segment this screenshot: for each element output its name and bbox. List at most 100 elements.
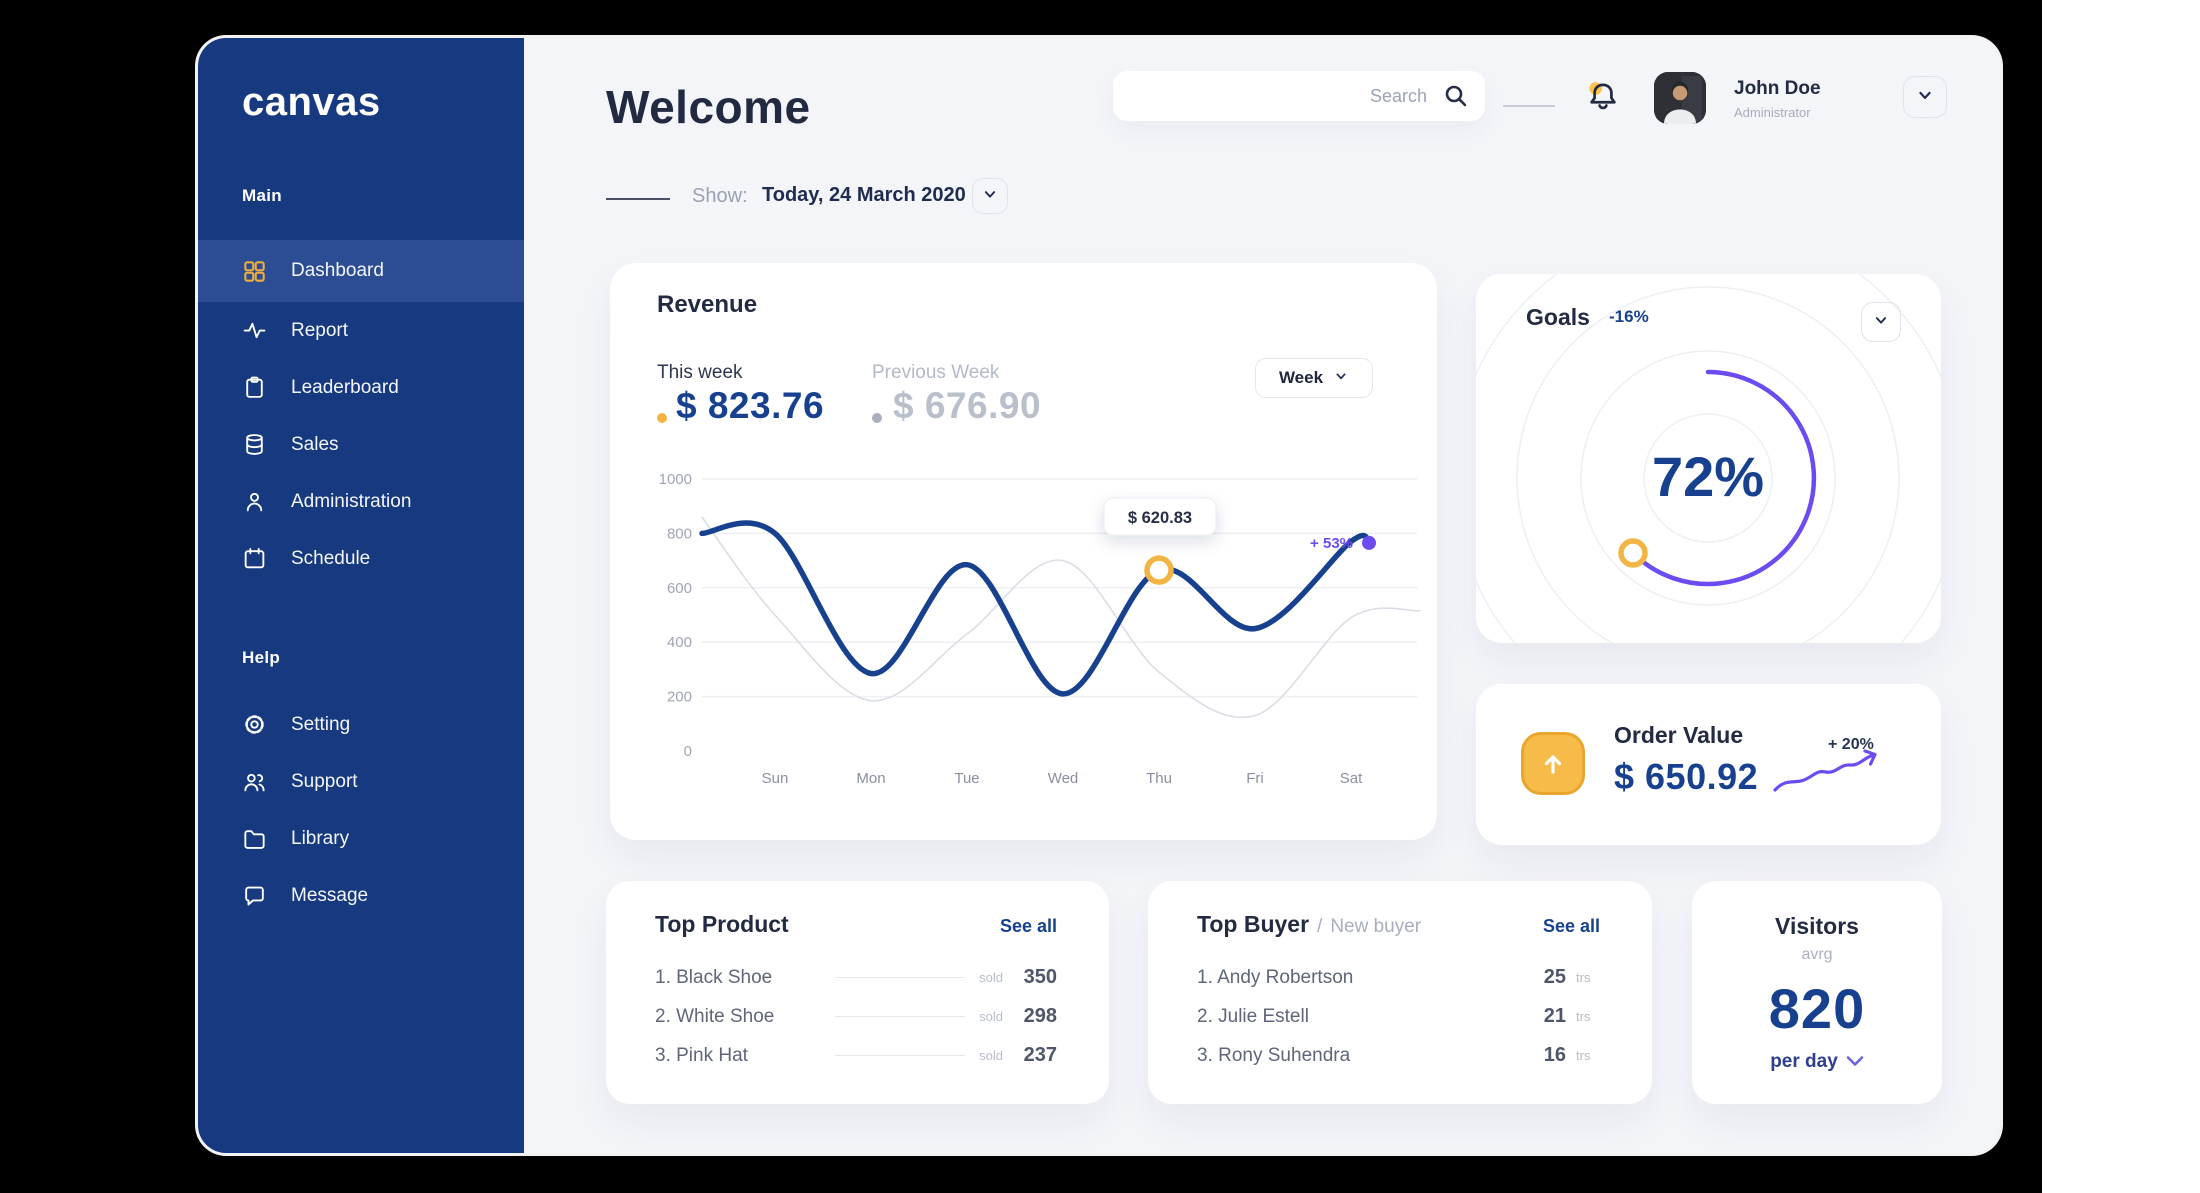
product-name: 2. White Shoe: [655, 1005, 775, 1027]
logo-text: canvas: [242, 80, 381, 124]
goals-dropdown-button[interactable]: [1861, 302, 1901, 342]
sidebar-item-library[interactable]: Library: [198, 810, 524, 867]
top-buyer-subtitle: New buyer: [1330, 916, 1422, 937]
revenue-chart[interactable]: 0 200 400 600 800 1000 Sun Mon Tue Wed Thu Fri Sat $ …: [640, 463, 1422, 793]
goals-card: Goals -16% 72%: [1476, 274, 1941, 643]
top-buyer-see-all-link[interactable]: See all: [1542, 916, 1600, 936]
top-product-see-all-link[interactable]: See all: [999, 916, 1057, 936]
period-select[interactable]: Week: [1255, 358, 1373, 398]
order-trend-sparkline: [1772, 748, 1892, 796]
user-avatar[interactable]: [1654, 72, 1706, 124]
buyer-count: 25: [1543, 966, 1566, 988]
show-divider: [606, 198, 670, 200]
revenue-card: Revenue This week $ 823.76 Previous Week…: [610, 263, 1437, 840]
top-buyer-title: Top Buyer: [1197, 911, 1310, 937]
visitors-per-day-dropdown[interactable]: per day: [1770, 1051, 1864, 1073]
svg-text:200: 200: [667, 689, 692, 706]
row-divider: [835, 1055, 966, 1056]
sidebar-section-help: Help: [242, 648, 281, 667]
product-name: 1. Black Shoe: [655, 966, 773, 988]
previous-week-label: Previous Week: [872, 362, 1000, 383]
search-input[interactable]: [1113, 71, 1485, 121]
goals-percent: 72%: [1651, 445, 1765, 508]
dashboard-window: canvas. Main Dashboard Report Leaderboar…: [198, 38, 2000, 1153]
setting-icon: [242, 712, 267, 737]
product-row: 3. Pink Hat sold 237: [655, 1036, 1057, 1075]
user-dropdown-button[interactable]: [1903, 76, 1947, 118]
period-select-value: Week: [1278, 368, 1324, 387]
sold-label: sold: [979, 1009, 1003, 1024]
this-week-label: This week: [657, 362, 743, 383]
svg-text:800: 800: [667, 525, 692, 542]
product-name: 3. Pink Hat: [655, 1044, 748, 1066]
sold-label: sold: [979, 970, 1003, 985]
sidebar-item-administration[interactable]: Administration: [198, 473, 524, 530]
administration-icon: [242, 489, 267, 514]
top-buyer-card: Top Buyer / New buyer See all 1. Andy Ro…: [1148, 881, 1652, 1104]
svg-text:1000: 1000: [659, 471, 692, 488]
svg-text:Sun: Sun: [762, 770, 789, 787]
product-row: 1. Black Shoe sold 350: [655, 958, 1057, 997]
sidebar-item-label: Administration: [291, 490, 412, 512]
date-filter-value[interactable]: Today, 24 March 2020: [762, 184, 966, 206]
logo-dot: .: [381, 230, 392, 274]
sidebar-item-label: Dashboard: [291, 260, 384, 281]
sidebar-item-report[interactable]: Report: [198, 302, 524, 359]
visitors-count: 820: [1768, 977, 1866, 1040]
order-value-amount: $ 650.92: [1614, 756, 1759, 797]
per-day-label: per day: [1770, 1051, 1838, 1072]
sidebar-item-label: Library: [291, 827, 350, 849]
order-value-delta: + 20%: [1828, 736, 1874, 753]
sidebar-item-leaderboard[interactable]: Leaderboard: [198, 359, 524, 416]
this-week-dot: [657, 413, 667, 423]
sidebar-item-schedule[interactable]: Schedule: [198, 530, 524, 587]
search-box: [1113, 71, 1485, 121]
sold-label: sold: [979, 1048, 1003, 1063]
chevron-down-icon: [1872, 311, 1890, 334]
sidebar: canvas. Main Dashboard Report Leaderboar…: [198, 38, 524, 1153]
notification-bell-icon[interactable]: [1582, 76, 1624, 120]
sidebar-item-sales[interactable]: Sales: [198, 416, 524, 473]
product-sold-count: 298: [1023, 1005, 1057, 1027]
goals-gauge: [1476, 274, 1941, 643]
chevron-down-icon: [1915, 85, 1935, 110]
svg-text:0: 0: [684, 743, 692, 760]
product-sold-count: 237: [1023, 1044, 1057, 1066]
top-product-title: Top Product: [655, 911, 789, 937]
dashboard-icon: [242, 259, 267, 284]
order-value-title: Order Value: [1614, 722, 1744, 748]
svg-text:Fri: Fri: [1246, 770, 1264, 787]
sidebar-item-label: Message: [291, 884, 369, 906]
sidebar-item-label: Report: [291, 319, 349, 341]
visitors-card: Visitors avrg 820 per day: [1692, 881, 1942, 1104]
trs-label: trs: [1576, 1009, 1591, 1024]
previous-week-dot: [872, 413, 882, 423]
sidebar-item-dashboard[interactable]: Dashboard: [198, 240, 524, 302]
leaderboard-icon: [242, 375, 267, 400]
svg-text:600: 600: [667, 580, 692, 597]
order-value-card: Order Value $ 650.92 + 20%: [1476, 684, 1941, 845]
product-sold-count: 350: [1023, 966, 1057, 988]
show-label: Show:: [692, 185, 748, 207]
user-name: John Doe: [1734, 78, 1821, 99]
previous-week-value: $ 676.90: [893, 385, 1042, 426]
trs-label: trs: [1576, 970, 1591, 985]
svg-text:Sat: Sat: [1340, 770, 1363, 787]
report-icon: [242, 318, 267, 343]
sidebar-item-setting[interactable]: Setting: [198, 696, 524, 753]
trs-label: trs: [1576, 1048, 1591, 1063]
user-menu[interactable]: John Doe Administrator: [1734, 78, 1821, 120]
visitors-avrg-label: avrg: [1801, 946, 1833, 963]
main-content: Welcome John Doe Administrator Show: Tod…: [524, 38, 2000, 1153]
schedule-icon: [242, 546, 267, 571]
svg-text:Mon: Mon: [856, 770, 885, 787]
sidebar-item-message[interactable]: Message: [198, 867, 524, 924]
date-filter-dropdown-button[interactable]: [972, 178, 1008, 214]
user-role: Administrator: [1734, 105, 1811, 120]
goals-title: Goals: [1526, 304, 1590, 330]
buyer-row: 3. Rony Suhendra 16 trs: [1197, 1036, 1600, 1075]
search-icon[interactable]: [1443, 83, 1469, 109]
sidebar-item-support[interactable]: Support: [198, 753, 524, 810]
page-title: Welcome: [606, 81, 811, 133]
buyer-count: 16: [1543, 1044, 1566, 1066]
